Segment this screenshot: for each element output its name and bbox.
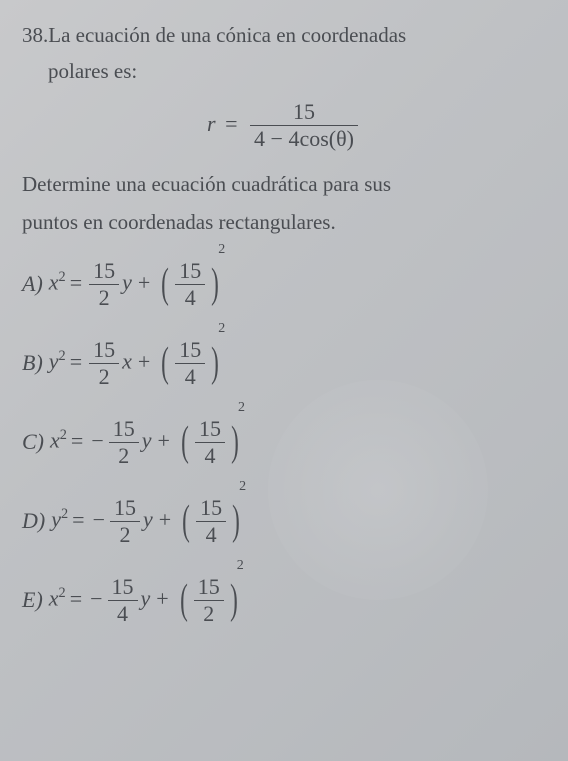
option-e: E)x2=−154y+(152)2 (22, 574, 546, 627)
option-label: E) (22, 587, 43, 613)
intro-line-2: polares es: (48, 59, 137, 83)
option-equation: x2=−152y+(154)2 (50, 416, 251, 469)
option-equation: y2=−152y+(154)2 (51, 495, 252, 548)
options-list: A)x2=152y+(154)2B)y2=152x+(154)2C)x2=−15… (22, 258, 546, 627)
option-label: C) (22, 429, 44, 455)
option-equation: y2=152x+(154)2 (49, 337, 232, 390)
option-label: D) (22, 508, 45, 534)
option-a: A)x2=152y+(154)2 (22, 258, 546, 311)
option-d: D)y2=−152y+(154)2 (22, 495, 546, 548)
option-equation: x2=152y+(154)2 (49, 258, 232, 311)
option-equation: x2=−154y+(152)2 (49, 574, 250, 627)
intro-line-1: La ecuación de una cónica en coordenadas (48, 23, 406, 47)
polar-equation: r = 15 4 − 4cos(θ) (22, 99, 546, 152)
eq-lhs: r (207, 111, 216, 136)
question-intro: 38.La ecuación de una cónica en coordena… (22, 18, 546, 89)
eq-denominator: 4 − 4cos(θ) (250, 125, 358, 152)
eq-numerator: 15 (250, 99, 358, 125)
question-number: 38. (22, 23, 48, 47)
option-label: A) (22, 271, 43, 297)
prompt-line-2: puntos en coordenadas rectangulares. (22, 210, 336, 234)
option-label: B) (22, 350, 43, 376)
option-b: B)y2=152x+(154)2 (22, 337, 546, 390)
question-prompt: Determine una ecuación cuadrática para s… (22, 166, 546, 242)
option-c: C)x2=−152y+(154)2 (22, 416, 546, 469)
prompt-line-1: Determine una ecuación cuadrática para s… (22, 172, 391, 196)
